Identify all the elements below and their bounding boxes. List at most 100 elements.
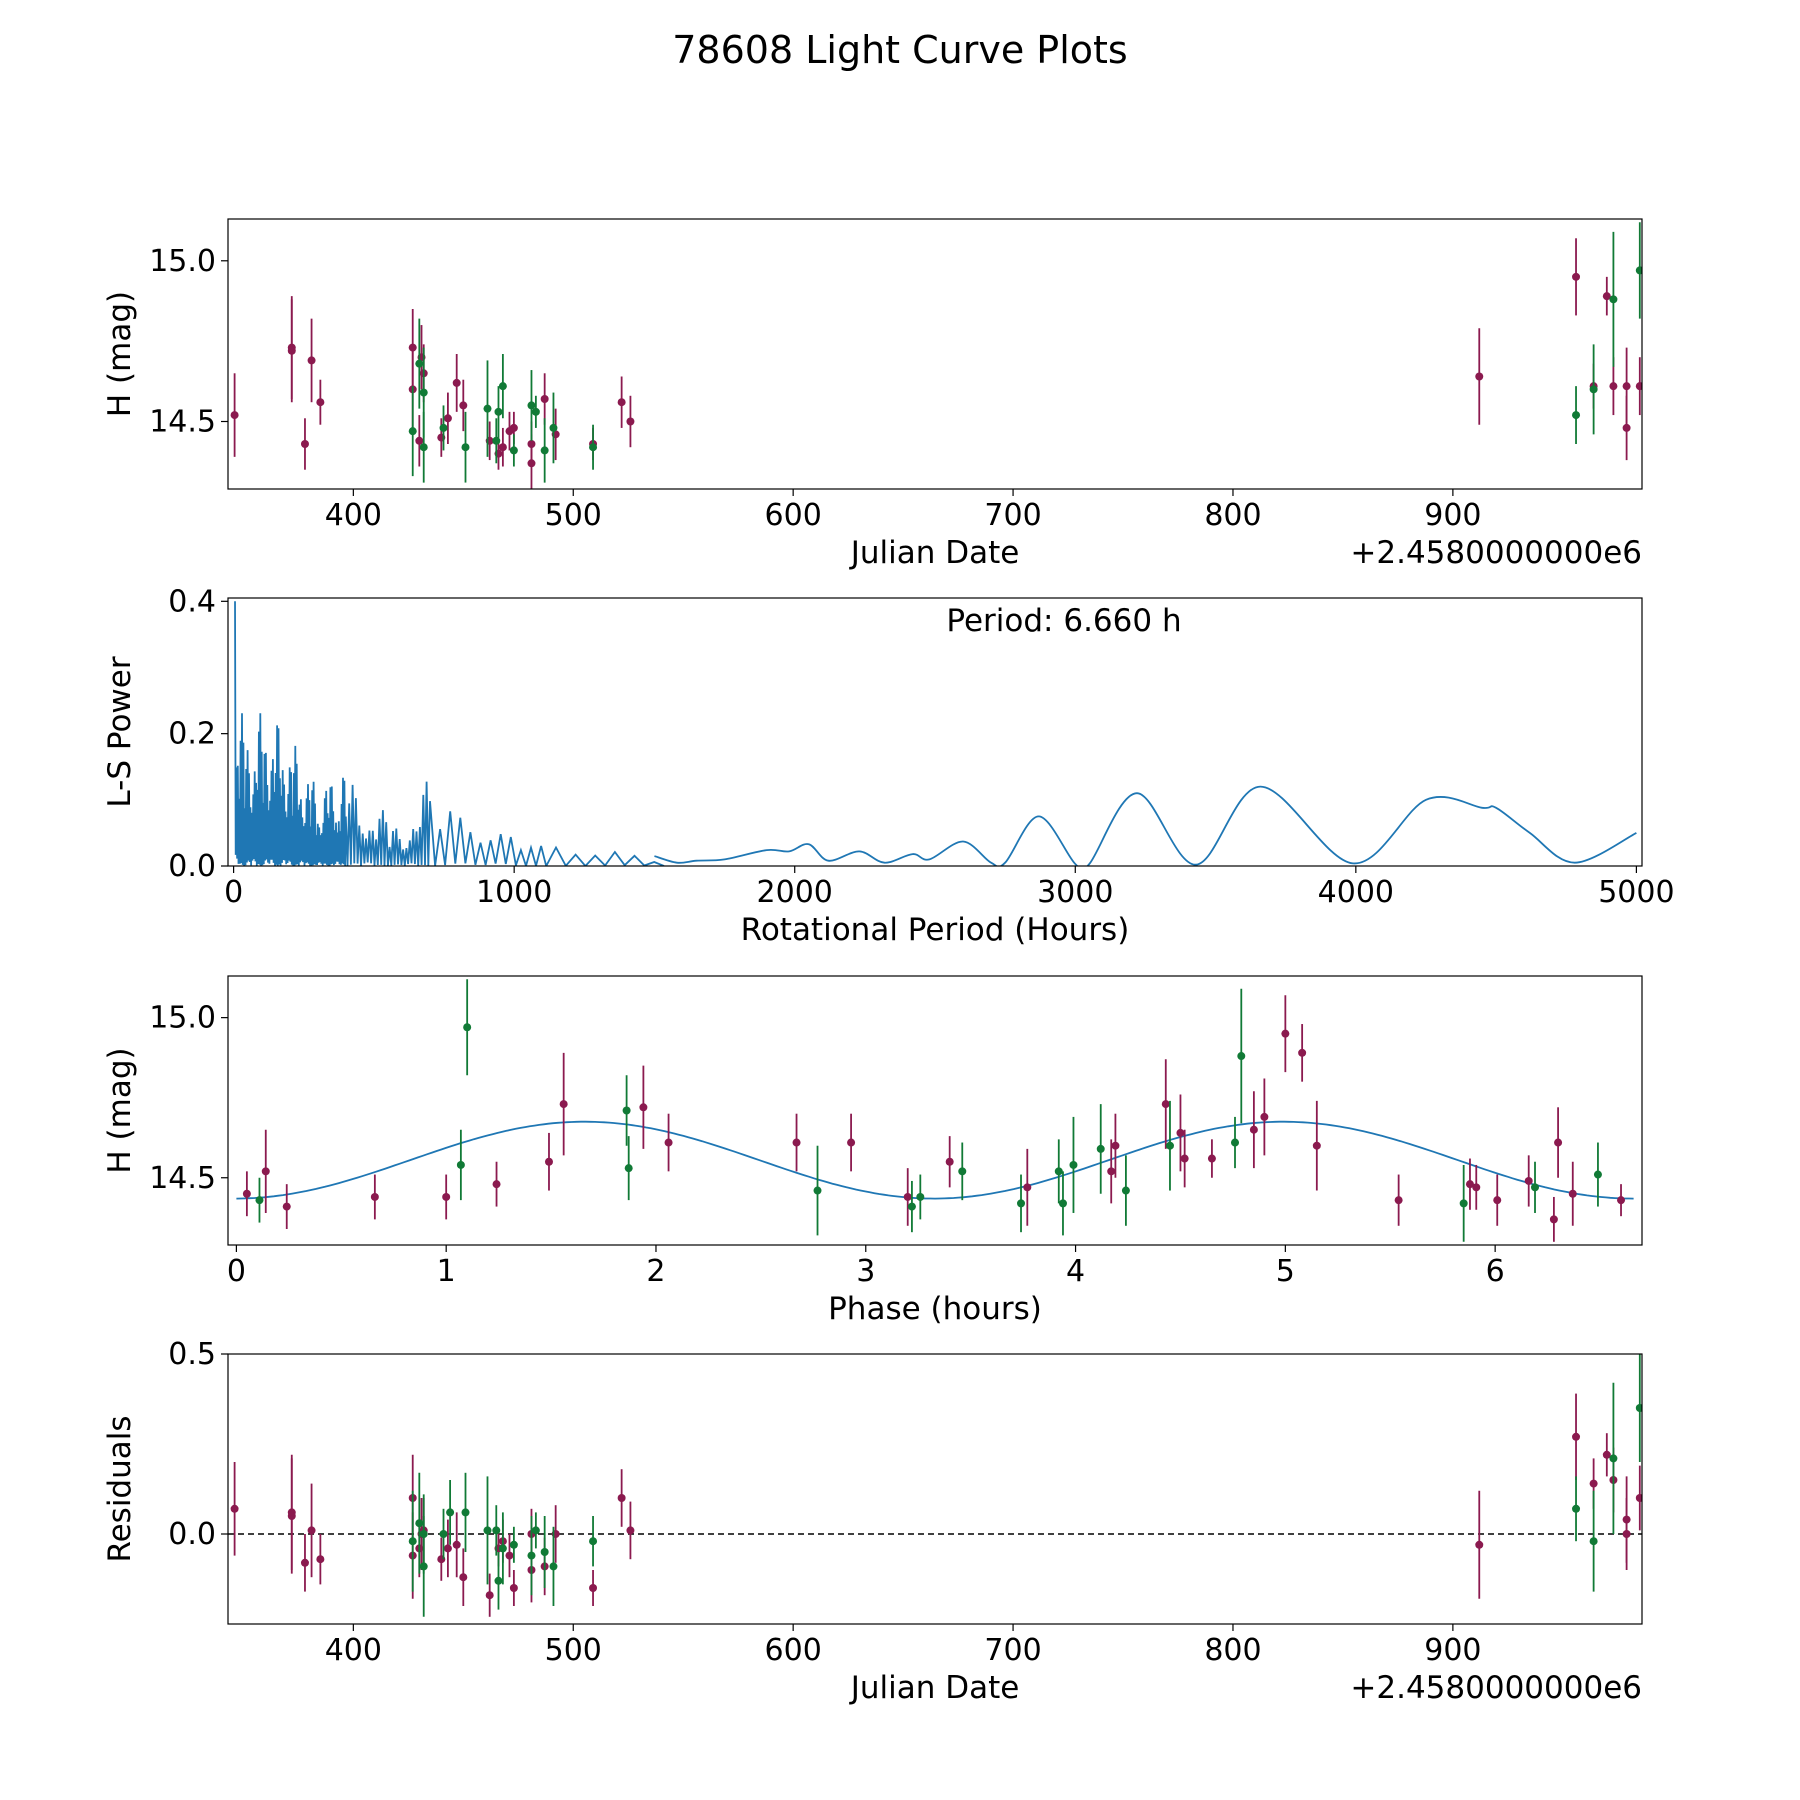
data-point-red bbox=[1260, 1112, 1269, 1121]
plot-area-residuals bbox=[228, 1354, 1642, 1617]
data-point-green bbox=[492, 1526, 501, 1535]
data-point-red bbox=[370, 1192, 379, 1201]
data-point-red bbox=[287, 1512, 296, 1520]
x-tick-label: 5 bbox=[1276, 1254, 1295, 1289]
y-axis-label: H (mag) bbox=[102, 291, 138, 417]
axes-frame bbox=[227, 1353, 1643, 1625]
data-point-red bbox=[1635, 382, 1642, 391]
data-point-green bbox=[531, 1526, 540, 1535]
data-point-green bbox=[463, 1023, 472, 1032]
data-point-green bbox=[549, 423, 558, 432]
x-tick-label: 6 bbox=[1486, 1254, 1505, 1289]
data-point-green bbox=[509, 446, 518, 455]
power-dense-line bbox=[234, 601, 665, 866]
page-title: 78608 Light Curve Plots bbox=[672, 28, 1128, 72]
data-point-red bbox=[498, 443, 507, 452]
x-tick-label: 900 bbox=[1424, 498, 1481, 533]
data-point-red bbox=[1602, 292, 1611, 301]
data-point-green bbox=[916, 1192, 925, 1201]
data-point-green bbox=[622, 1106, 631, 1115]
data-point-red bbox=[1622, 423, 1631, 432]
data-point-red bbox=[1589, 1479, 1598, 1488]
data-point-green bbox=[456, 1160, 465, 1169]
data-point-red bbox=[1493, 1196, 1502, 1205]
y-tick-label: 14.5 bbox=[149, 405, 216, 440]
data-point-red bbox=[664, 1138, 673, 1147]
data-point-red bbox=[1568, 1189, 1577, 1198]
data-point-red bbox=[509, 1584, 518, 1592]
data-point-red bbox=[1524, 1176, 1533, 1185]
data-point-red bbox=[300, 1558, 309, 1567]
data-point-red bbox=[1554, 1138, 1563, 1147]
data-point-red bbox=[1249, 1125, 1258, 1134]
x-tick-label: 3000 bbox=[1037, 875, 1113, 910]
data-point-red bbox=[1572, 272, 1581, 281]
data-point-green bbox=[408, 1537, 417, 1546]
data-point-red bbox=[408, 343, 417, 352]
data-point-green bbox=[1635, 266, 1642, 275]
panel-lightcurve: 400 500 600 700 800 900 14.5 15.0 Julian Date H (… bbox=[102, 218, 1643, 571]
data-point-red bbox=[540, 395, 549, 403]
x-tick-label: 900 bbox=[1424, 1633, 1481, 1668]
data-point-red bbox=[1549, 1215, 1558, 1224]
y-tick-label: 0.5 bbox=[168, 1337, 216, 1372]
data-point-green bbox=[415, 359, 424, 368]
data-point-red bbox=[626, 417, 635, 426]
data-point-red bbox=[1572, 1432, 1581, 1441]
x-tick-label: 700 bbox=[984, 1633, 1041, 1668]
data-point-green bbox=[1054, 1167, 1063, 1176]
data-point-green bbox=[531, 407, 540, 416]
data-point-red bbox=[261, 1167, 270, 1176]
data-point-green bbox=[1609, 1454, 1618, 1463]
x-tick-label: 2 bbox=[646, 1254, 665, 1289]
data-point-green bbox=[498, 382, 507, 391]
x-tick-label: 600 bbox=[765, 498, 822, 533]
data-point-green bbox=[1589, 385, 1598, 394]
power-smooth-line bbox=[654, 785, 1637, 866]
model-curve bbox=[236, 1120, 1634, 1200]
data-point-green bbox=[439, 423, 448, 432]
data-point-red bbox=[485, 1591, 494, 1600]
x-tick-label: 500 bbox=[545, 498, 602, 533]
data-point-red bbox=[639, 1103, 648, 1112]
data-point-red bbox=[452, 1540, 461, 1549]
data-point-green bbox=[1096, 1144, 1105, 1153]
data-point-red bbox=[527, 440, 536, 448]
data-point-green bbox=[1609, 295, 1618, 304]
x-tick-label: 3 bbox=[856, 1254, 875, 1289]
data-point-green bbox=[509, 1540, 518, 1549]
data-point-green bbox=[419, 443, 428, 452]
data-point-red bbox=[1622, 382, 1631, 391]
data-point-green bbox=[1231, 1138, 1240, 1147]
data-point-red bbox=[242, 1189, 251, 1198]
x-axis-label: Rotational Period (Hours) bbox=[741, 912, 1130, 948]
y-tick-label: 0.4 bbox=[168, 584, 216, 619]
data-point-green bbox=[540, 1548, 549, 1556]
data-point-red bbox=[307, 356, 316, 365]
x-tick-label: 4 bbox=[1066, 1254, 1085, 1289]
axes-frame bbox=[227, 218, 1643, 490]
data-point-red bbox=[415, 436, 424, 445]
data-point-green bbox=[415, 1519, 424, 1528]
data-point-green bbox=[1572, 1504, 1581, 1513]
data-point-green bbox=[1635, 1404, 1642, 1412]
data-point-green bbox=[527, 401, 536, 410]
data-point-green bbox=[439, 1530, 448, 1538]
data-point-red bbox=[617, 1494, 626, 1502]
x-tick-label: 500 bbox=[545, 1633, 602, 1668]
data-point-red bbox=[1472, 1183, 1481, 1192]
data-point-green bbox=[494, 407, 503, 416]
data-point-red bbox=[792, 1138, 801, 1147]
data-point-red bbox=[589, 1584, 598, 1592]
data-point-green bbox=[540, 446, 549, 455]
data-point-red bbox=[544, 1157, 553, 1166]
data-point-green bbox=[461, 443, 470, 452]
data-point-red bbox=[626, 1526, 635, 1535]
data-point-red bbox=[287, 346, 296, 355]
y-axis-label: Residuals bbox=[102, 1415, 138, 1562]
x-tick-label: 400 bbox=[325, 1633, 382, 1668]
data-point-green bbox=[483, 404, 492, 413]
data-point-red bbox=[1180, 1154, 1189, 1163]
data-point-green bbox=[492, 436, 501, 445]
data-point-red bbox=[1465, 1180, 1474, 1189]
